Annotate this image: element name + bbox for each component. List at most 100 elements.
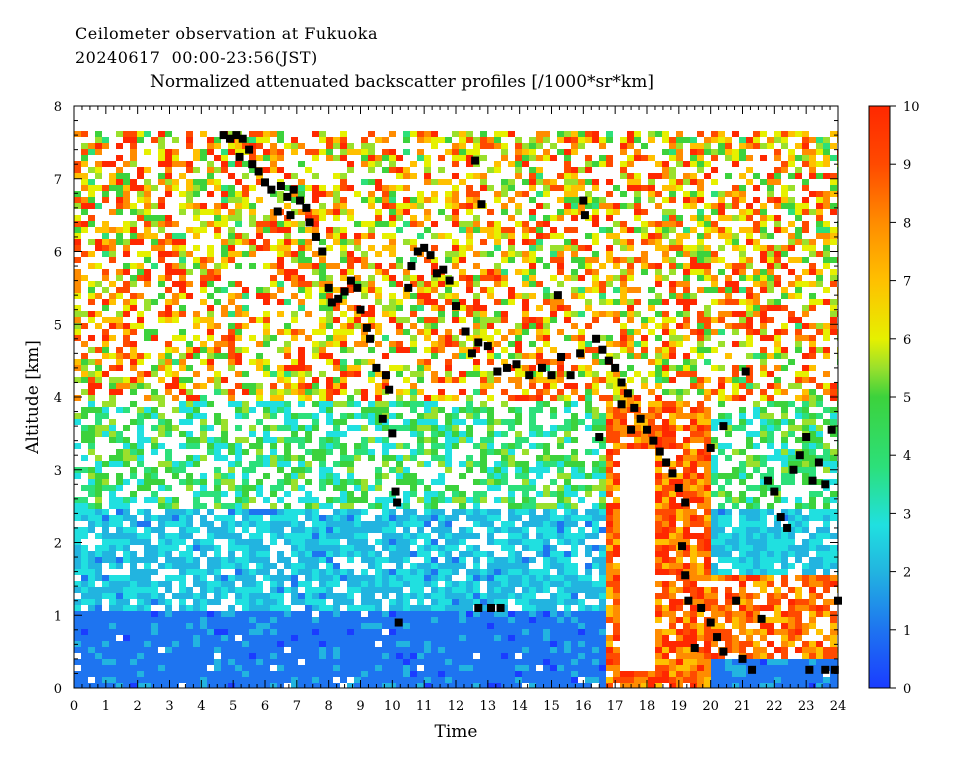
heatmap-cell [389, 653, 396, 659]
heatmap-cell [536, 581, 543, 587]
heatmap-cell [333, 155, 340, 161]
heatmap-cell [382, 503, 389, 509]
heatmap-cell [326, 353, 333, 359]
heatmap-cell [452, 239, 459, 245]
heatmap-cell [319, 503, 326, 509]
heatmap-cell [571, 215, 578, 221]
heatmap-cell [123, 551, 130, 557]
heatmap-cell [193, 179, 200, 185]
heatmap-cell [459, 563, 466, 569]
heatmap-cell [165, 431, 172, 437]
heatmap-cell [613, 653, 620, 659]
heatmap-cell [599, 557, 606, 563]
heatmap-cell [256, 443, 263, 449]
heatmap-cell [109, 521, 116, 527]
heatmap-cell [130, 659, 137, 665]
heatmap-cell [207, 677, 214, 683]
heatmap-cell [389, 455, 396, 461]
heatmap-cell [263, 413, 270, 419]
heatmap-cell [319, 323, 326, 329]
heatmap-cell [452, 191, 459, 197]
heatmap-cell [333, 287, 340, 293]
heatmap-cell [564, 383, 571, 389]
heatmap-cell [389, 527, 396, 533]
heatmap-cell [501, 311, 508, 317]
heatmap-cell [452, 215, 459, 221]
heatmap-cell [347, 683, 354, 688]
heatmap-cell [137, 353, 144, 359]
heatmap-cell [417, 641, 424, 647]
heatmap-cell [529, 251, 536, 257]
heatmap-cell [473, 335, 480, 341]
heatmap-cell [305, 569, 312, 575]
heatmap-cell [452, 665, 459, 671]
heatmap-cell [529, 425, 536, 431]
heatmap-cell [403, 683, 410, 688]
heatmap-cell [298, 629, 305, 635]
heatmap-cell [284, 353, 291, 359]
heatmap-cell [221, 473, 228, 479]
heatmap-cell [410, 509, 417, 515]
heatmap-cell [74, 587, 81, 593]
heatmap-cell [389, 623, 396, 629]
heatmap-cell [585, 569, 592, 575]
heatmap-cell [424, 347, 431, 353]
heatmap-cell [123, 515, 130, 521]
heatmap-cell [606, 467, 613, 473]
heatmap-cell [172, 377, 179, 383]
heatmap-cell [130, 539, 137, 545]
heatmap-cell [466, 647, 473, 653]
heatmap-cell [235, 461, 242, 467]
heatmap-cell [130, 149, 137, 155]
heatmap-cell [242, 527, 249, 533]
heatmap-cell [179, 251, 186, 257]
heatmap-cell [95, 671, 102, 677]
heatmap-cell [158, 479, 165, 485]
heatmap-cell [340, 203, 347, 209]
heatmap-cell [613, 539, 620, 545]
heatmap-cell [123, 605, 130, 611]
heatmap-cell [109, 665, 116, 671]
heatmap-cell [186, 473, 193, 479]
heatmap-cell [529, 149, 536, 155]
heatmap-cell [326, 437, 333, 443]
heatmap-cell [235, 293, 242, 299]
heatmap-cell [263, 629, 270, 635]
heatmap-cell [417, 365, 424, 371]
heatmap-cell [494, 377, 501, 383]
heatmap-cell [123, 539, 130, 545]
heatmap-cell [172, 407, 179, 413]
heatmap-cell [137, 443, 144, 449]
heatmap-cell [333, 203, 340, 209]
heatmap-cell [585, 623, 592, 629]
heatmap-cell [158, 221, 165, 227]
heatmap-cell [228, 485, 235, 491]
heatmap-cell [326, 245, 333, 251]
heatmap-cell [361, 509, 368, 515]
heatmap-cell [466, 671, 473, 677]
heatmap-cell [242, 491, 249, 497]
heatmap-cell [487, 671, 494, 677]
heatmap-cell [340, 449, 347, 455]
heatmap-cell [116, 233, 123, 239]
heatmap-cell [81, 503, 88, 509]
heatmap-cell [277, 221, 284, 227]
heatmap-cell [228, 581, 235, 587]
heatmap-cell [389, 617, 396, 623]
heatmap-cell [172, 311, 179, 317]
heatmap-cell [508, 575, 515, 581]
heatmap-cell [501, 539, 508, 545]
heatmap-cell [214, 341, 221, 347]
heatmap-cell [592, 509, 599, 515]
heatmap-cell [592, 353, 599, 359]
heatmap-cell [305, 395, 312, 401]
heatmap-cell [417, 419, 424, 425]
heatmap-cell [606, 299, 613, 305]
heatmap-cell [410, 449, 417, 455]
heatmap-cell [396, 467, 403, 473]
heatmap-cell [452, 251, 459, 257]
heatmap-cell [221, 587, 228, 593]
heatmap-cell [515, 191, 522, 197]
heatmap-cell [291, 515, 298, 521]
heatmap-cell [347, 167, 354, 173]
